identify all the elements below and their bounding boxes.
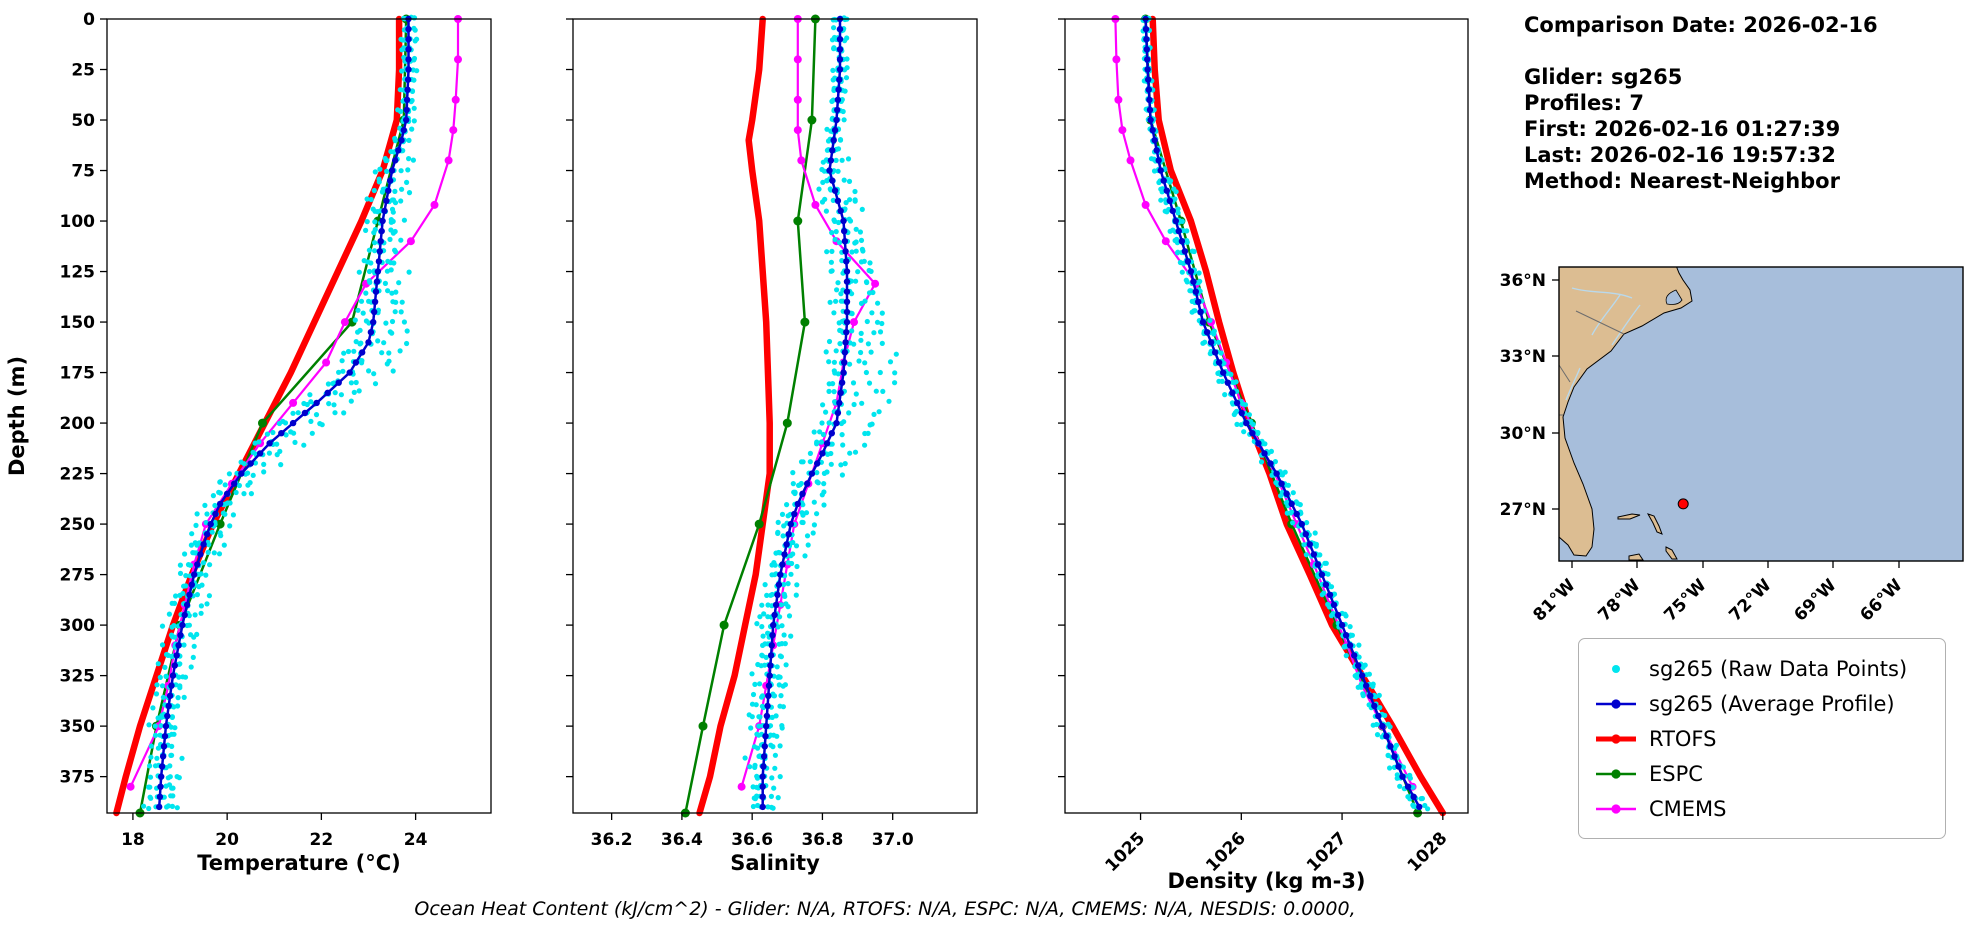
svg-text:225: 225 [60,465,96,485]
legend: sg265 (Raw Data Points) sg265 (Average Pr… [1578,638,1946,839]
svg-text:20: 20 [215,830,239,850]
map-river [1565,367,1581,401]
legend-label: RTOFS [1649,726,1717,751]
map-river [1571,287,1633,299]
svg-text:37.0: 37.0 [872,830,914,850]
svg-text:100: 100 [60,212,96,232]
legend-item-espc: ESPC [1593,756,1931,791]
legend-item-cmems: CMEMS [1593,791,1931,826]
series-espc [680,14,820,818]
svg-text:18: 18 [121,830,145,850]
info-panel: Comparison Date: 2026-02-16 Glider: sg26… [1524,12,1878,194]
state-border [1558,364,1571,383]
island [1665,546,1678,560]
map-frame [1558,266,1964,562]
chart-temperature-c: 18 20 22 24 0 25 50 75 100 125 150 175 200 225 250 275 3… [5,10,492,875]
glider-location-marker [1677,498,1689,510]
svg-text:1025: 1025 [1101,828,1149,876]
svg-text:36.2: 36.2 [591,830,633,850]
profile-charts: 18 20 22 24 0 25 50 75 100 125 150 175 200 225 250 275 3… [5,10,1469,893]
svg-text:250: 250 [60,515,96,535]
comparison-date: Comparison Date: 2026-02-16 [1524,13,1878,37]
state-border [1575,310,1625,335]
svg-text:36.4: 36.4 [661,830,703,850]
svg-text:200: 200 [60,414,96,434]
svg-text:69°W: 69°W [1790,575,1840,625]
svg-text:75: 75 [71,162,95,182]
svg-text:66°W: 66°W [1856,575,1906,625]
svg-text:36°N: 36°N [1500,271,1546,291]
svg-text:0: 0 [83,10,95,30]
svg-text:36.8: 36.8 [801,830,843,850]
map-river [1611,304,1641,346]
island [1617,513,1641,520]
series-rtofs [696,15,773,817]
svg-text:25: 25 [71,61,95,81]
svg-text:33°N: 33°N [1500,347,1546,367]
axes-box [572,18,978,814]
island [1646,513,1663,535]
info-line-glider: Glider: sg265 [1524,65,1683,89]
legend-symbol [1596,698,1636,709]
island [1628,553,1644,561]
info-line-last: Last: 2026-02-16 19:57:32 [1524,143,1836,167]
svg-text:22: 22 [310,830,334,850]
svg-text:375: 375 [60,768,96,788]
svg-text:75°W: 75°W [1660,575,1710,625]
info-line-method: Method: Nearest-Neighbor [1524,169,1840,193]
svg-text:Depth (m): Depth (m) [5,356,29,476]
svg-text:350: 350 [60,717,96,737]
svg-text:Density (kg m-3): Density (kg m-3) [1167,869,1365,893]
svg-text:24: 24 [404,830,428,850]
series-sg265-average-profile [156,15,412,811]
svg-text:300: 300 [60,616,96,636]
map-river [1591,294,1621,336]
svg-text:30°N: 30°N [1500,424,1546,444]
legend-label: sg265 (Average Profile) [1649,691,1895,716]
legend-item-sg265-average-profile: sg265 (Average Profile) [1593,686,1931,721]
series-sg265-raw-data-points [141,14,420,812]
svg-text:1028: 1028 [1404,828,1452,876]
svg-text:325: 325 [60,667,96,687]
axes-box [1064,18,1469,814]
legend-symbol [1596,803,1636,814]
series-sg265-average-profile [1142,15,1423,811]
info-line-first: First: 2026-02-16 01:27:39 [1524,117,1841,141]
axes-box [106,18,492,814]
svg-text:175: 175 [60,364,96,384]
legend-item-rtofs: RTOFS [1593,721,1931,756]
plot-area [1065,19,1468,813]
svg-text:50: 50 [71,111,95,131]
svg-text:27°N: 27°N [1500,500,1546,520]
info-gap [1524,38,1878,64]
svg-text:150: 150 [60,313,96,333]
series-sg265-average-profile [759,15,851,811]
legend-label: sg265 (Raw Data Points) [1649,656,1908,681]
plot-area [573,19,977,813]
legend-symbol [1596,768,1636,779]
map-land [1558,266,1693,557]
svg-text:81°W: 81°W [1529,575,1579,625]
legend-symbol [1596,733,1636,744]
svg-text:36.6: 36.6 [731,830,773,850]
legend-label: CMEMS [1649,796,1727,821]
svg-text:72°W: 72°W [1725,575,1775,625]
svg-text:Temperature (°C): Temperature (°C) [197,851,400,875]
map-sound [1665,289,1683,305]
svg-text:Salinity: Salinity [730,851,820,875]
chart-salinity: 36.2 36.4 36.6 36.8 37.0 Salinity [566,14,978,875]
svg-text:125: 125 [60,263,96,283]
svg-text:78°W: 78°W [1594,575,1644,625]
legend-label: ESPC [1649,761,1703,786]
legend-item-sg265-raw-data-points: sg265 (Raw Data Points) [1593,651,1931,686]
legend-symbol [1612,664,1620,673]
location-map: 81°W 78°W 75°W 72°W 69°W 66°W 36°N 33°N 30°N 27°N [1500,266,1964,626]
svg-text:275: 275 [60,566,96,586]
legend-rows: sg265 (Raw Data Points) sg265 (Average Pr… [1593,651,1931,826]
ohc-caption: Ocean Heat Content (kJ/cm^2) - Glider: N… [414,898,1356,920]
info-line-profiles: Profiles: 7 [1524,91,1645,115]
